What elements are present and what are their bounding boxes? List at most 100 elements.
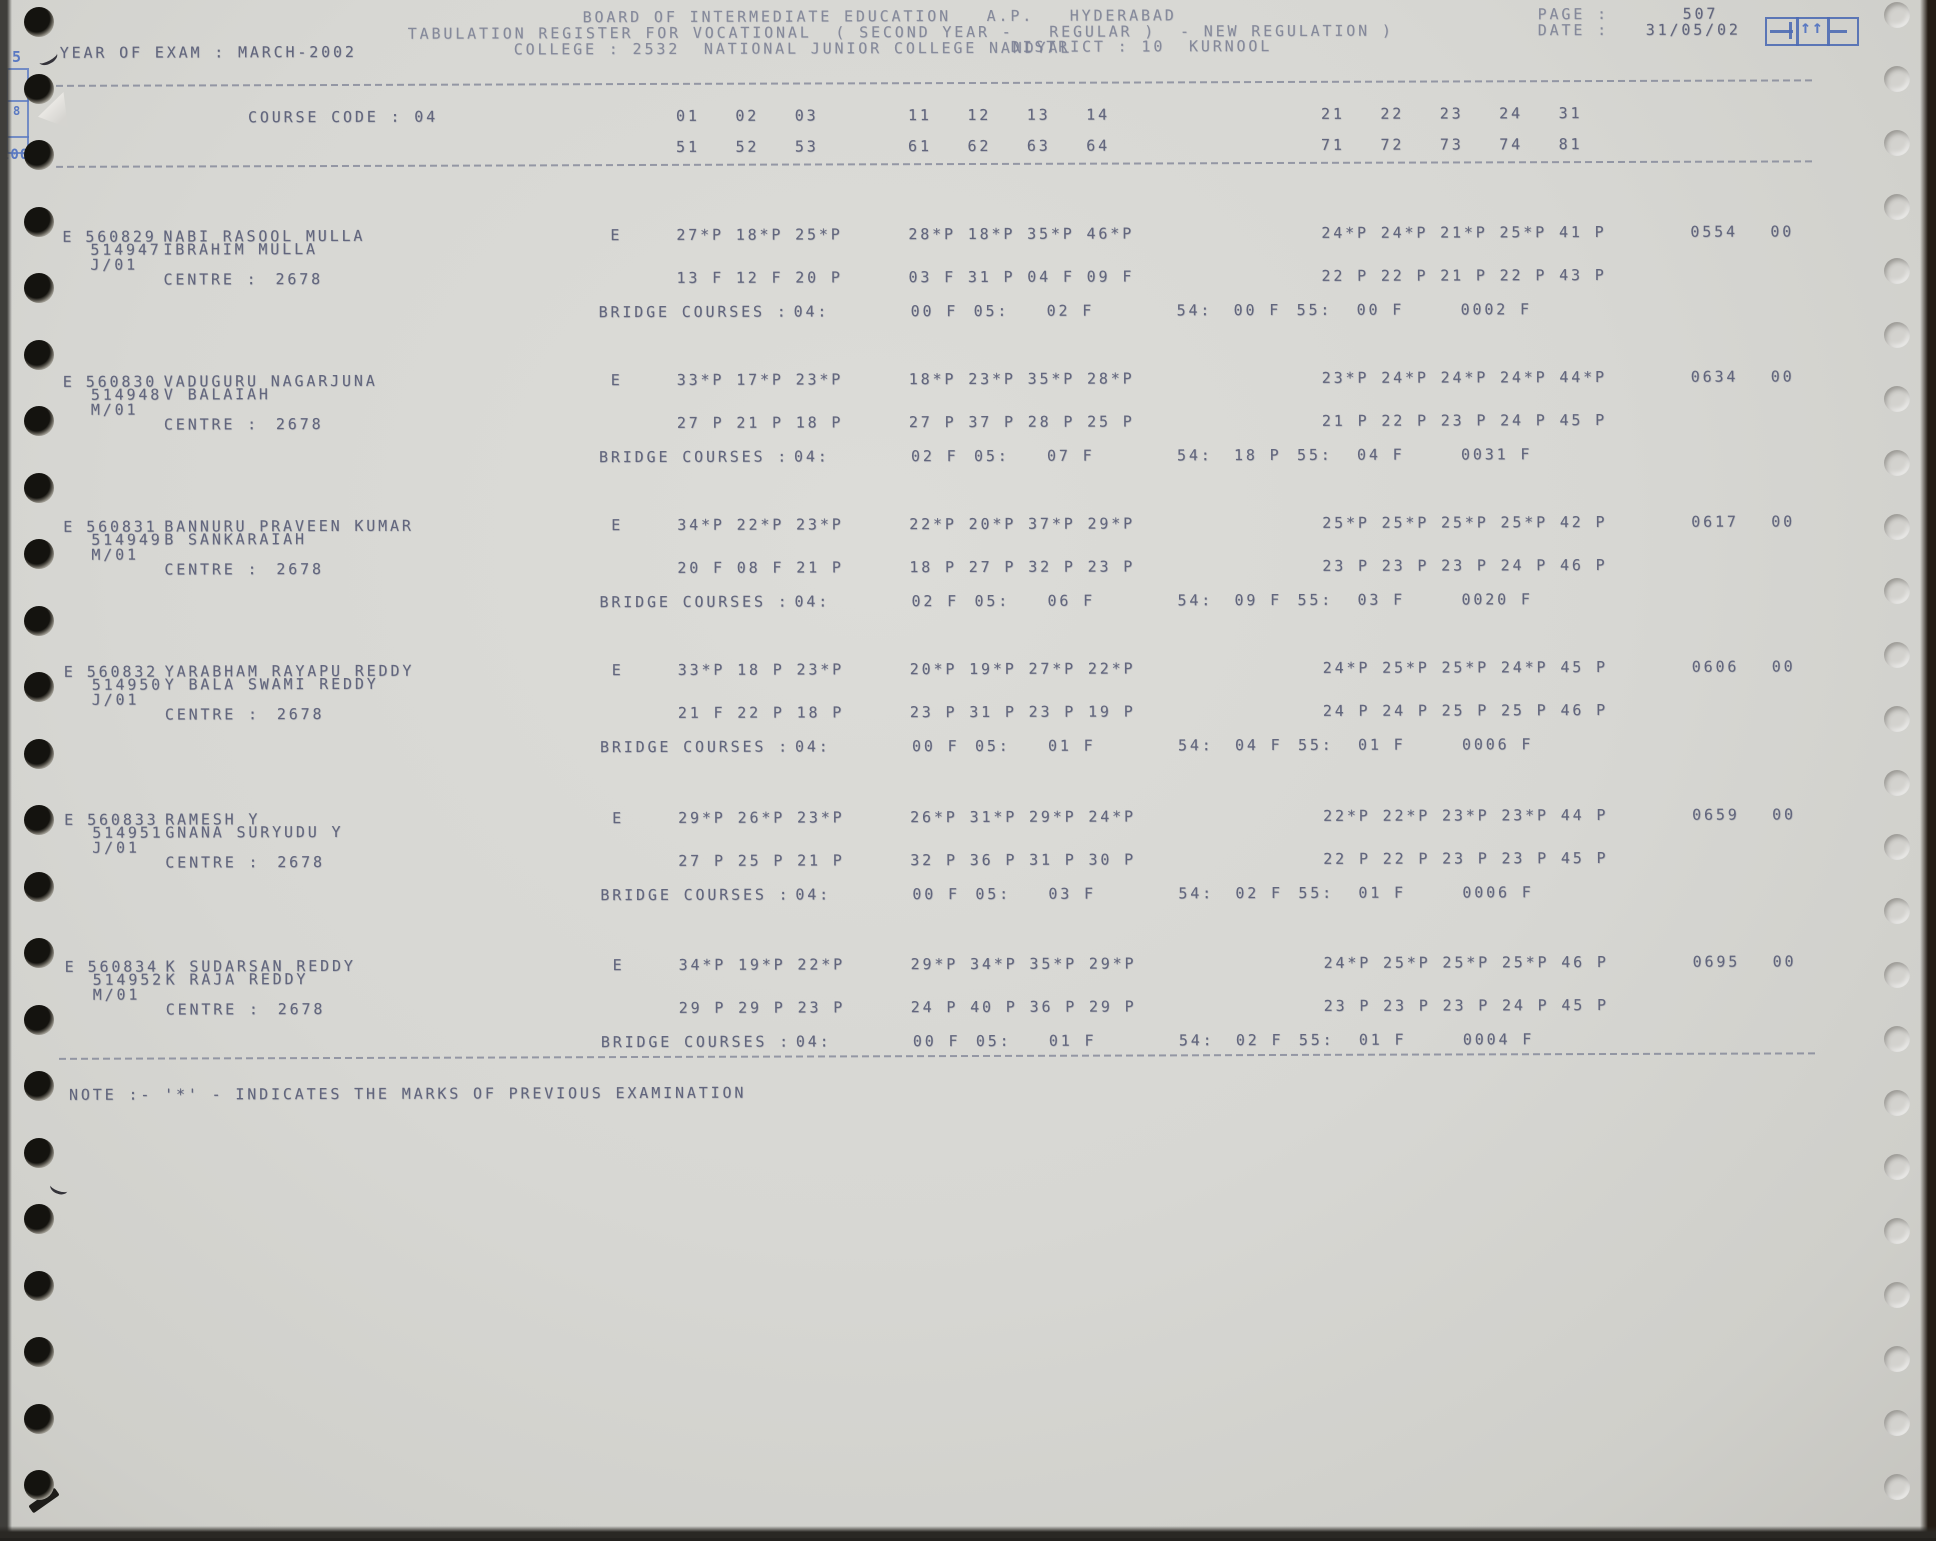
centre-value: 2678: [275, 415, 324, 434]
marks-line1-group3: 24*P 24*P 21*P 25*P 41 P: [1321, 222, 1607, 242]
bridge-sub2-code: 05:: [975, 1031, 1012, 1050]
bridge-sub3-code: 54:: [1176, 301, 1213, 320]
marks-line2-group1: 27 P 25 P 21 P: [678, 851, 845, 870]
total-marks: 0695: [1692, 952, 1741, 971]
month-year-code: M/01: [91, 545, 139, 564]
stamp-dash-mark: [1770, 30, 1793, 33]
margin-stamp-divider: [6, 136, 29, 138]
sprocket-hole-left: [24, 339, 54, 370]
sprocket-hole-right: [1884, 578, 1910, 604]
bridge-total: 0020 F: [1461, 590, 1533, 609]
bridge-courses-label: BRIDGE COURSES :: [600, 1032, 791, 1052]
bridge-sub2-marks: 03 F: [1048, 884, 1096, 903]
sprocket-hole-right: [1884, 642, 1910, 668]
marks-line1-group2: 22*P 20*P 37*P 29*P: [909, 514, 1135, 534]
bridge-sub3-code: 54:: [1176, 446, 1213, 465]
sprocket-hole-right: [1884, 1218, 1910, 1244]
total-marks: 0554: [1690, 222, 1738, 241]
centre-label: CENTRE :: [163, 270, 259, 289]
marks-line1-group2: 20*P 19*P 27*P 22*P: [909, 659, 1136, 679]
scan-edge-right: [1920, 0, 1936, 1538]
medium-code: E: [612, 809, 625, 828]
marks-line2-group3: 24 P 24 P 25 P 25 P 46 P: [1322, 700, 1608, 720]
month-year-code: J/01: [91, 690, 140, 709]
sprocket-hole-right: [1884, 706, 1910, 732]
sprocket-hole-right: [1884, 514, 1910, 540]
parent-name: V BALAIAH: [163, 385, 271, 404]
college-line: COLLEGE : 2532 NATIONAL JUNIOR COLLEGE N…: [513, 38, 1073, 59]
appearance-flag: E: [63, 517, 76, 536]
bridge-sub1-marks: 00 F: [912, 885, 960, 904]
bridge-sub3-code: 54:: [1177, 591, 1214, 610]
sprocket-hole-right: [1884, 194, 1910, 220]
sprocket-hole-right: [1884, 258, 1910, 284]
bridge-sub4-marks: 00 F: [1356, 300, 1405, 319]
marks-line1-group1: 33*P 17*P 23*P: [676, 370, 844, 389]
stamp-up-arrows-mark: ↑↑: [1800, 17, 1824, 38]
bridge-sub2-marks: 01 F: [1048, 1031, 1097, 1050]
appearance-flag: E: [63, 662, 76, 681]
bridge-total: 0006 F: [1461, 735, 1534, 754]
bridge-sub1-code: 04:: [794, 737, 831, 756]
bridge-sub4-code: 55:: [1296, 445, 1333, 464]
total-marks: 0606: [1691, 657, 1740, 676]
student-record: E 560833 RAMESH Y E 29*P 26*P 23*P 26*P …: [0, 805, 1936, 933]
bridge-sub2-marks: 07 F: [1046, 446, 1095, 465]
sprocket-hole-left: [24, 206, 54, 237]
margin-stamp-middle-digit: 8: [13, 104, 22, 118]
total-marks: 0659: [1692, 805, 1740, 824]
marks-line1-group2: 26*P 31*P 29*P 24*P: [910, 807, 1136, 827]
sprocket-hole-left: [24, 406, 54, 436]
total-marks: 0617: [1691, 512, 1739, 531]
course-code-heading: COURSE CODE : 04: [247, 107, 439, 127]
marks-line2-group3: 23 P 23 P 23 P 24 P 45 P: [1323, 995, 1609, 1015]
marks-line1-group3: 23*P 24*P 24*P 24*P 44*P: [1321, 367, 1607, 387]
bridge-sub3-marks: 00 F: [1233, 301, 1282, 320]
bridge-sub4-code: 55:: [1298, 883, 1335, 902]
sprocket-hole-left: [24, 539, 54, 569]
bridge-sub4-code: 55:: [1297, 590, 1334, 609]
bridge-sub3-code: 54:: [1178, 884, 1215, 903]
parent-name: B SANKARAIAH: [164, 530, 307, 549]
sprocket-hole-right: [1884, 1346, 1910, 1372]
marks-line1-group3: 22*P 22*P 23*P 23*P 44 P: [1323, 805, 1609, 825]
page-number: 507: [1682, 4, 1719, 23]
marks-line2-group1: 27 P 21 P 18 P: [676, 413, 844, 432]
bridge-sub2-code: 05:: [974, 736, 1011, 755]
subject-codes-row2-group3: 71 72 73 74 81: [1321, 135, 1583, 154]
bridge-courses-label: BRIDGE COURSES :: [600, 885, 791, 905]
sprocket-hole-right: [1884, 1026, 1910, 1052]
appearance-flag: E: [62, 372, 75, 391]
month-year-code: J/01: [90, 255, 138, 274]
parent-name: GNANA SURYUDU Y: [165, 822, 344, 842]
stamp-divider: [1796, 17, 1799, 46]
bridge-sub3-marks: 04 F: [1234, 736, 1283, 755]
bridge-sub1-code: 04:: [793, 302, 830, 321]
sprocket-hole-right: [1884, 1282, 1910, 1308]
bridge-sub4-code: 55:: [1297, 735, 1334, 754]
bridge-total: 0002 F: [1460, 300, 1532, 319]
result-code: 00: [1772, 805, 1796, 824]
bridge-sub1-marks: 02 F: [910, 447, 959, 466]
bridge-sub3-marks: 18 P: [1233, 446, 1282, 465]
margin-stamp-top-digit: 5: [12, 48, 23, 66]
marks-line2-group1: 29 P 29 P 23 P: [678, 998, 846, 1017]
sprocket-hole-right: [1884, 770, 1910, 796]
sprocket-hole-left: [24, 1204, 54, 1234]
marks-line1-group2: 28*P 18*P 35*P 46*P: [908, 224, 1135, 244]
appearance-flag: E: [64, 810, 77, 829]
district-line: DISTRICT : 10 KURNOOL: [1010, 37, 1273, 56]
bridge-courses-label: BRIDGE COURSES :: [599, 737, 791, 757]
marks-line2-group1: 20 F 08 F 21 P: [677, 558, 844, 577]
scan-edge-bottom: [0, 1526, 1936, 1538]
student-record: E 560832 YARABHAM RAYAPU REDDY E 33*P 18…: [0, 657, 1936, 785]
scan-edge-left: [0, 0, 12, 1538]
sprocket-hole-right: [1884, 1474, 1910, 1500]
bridge-sub4-marks: 01 F: [1357, 735, 1406, 754]
sprocket-hole-left: [24, 1137, 54, 1168]
year-of-exam-line: YEAR OF EXAM : MARCH-2002: [59, 42, 357, 62]
bridge-sub4-code: 55:: [1298, 1030, 1335, 1049]
sprocket-hole-left: [24, 938, 54, 968]
date-label: DATE :: [1537, 20, 1610, 40]
result-code: 00: [1771, 512, 1796, 531]
